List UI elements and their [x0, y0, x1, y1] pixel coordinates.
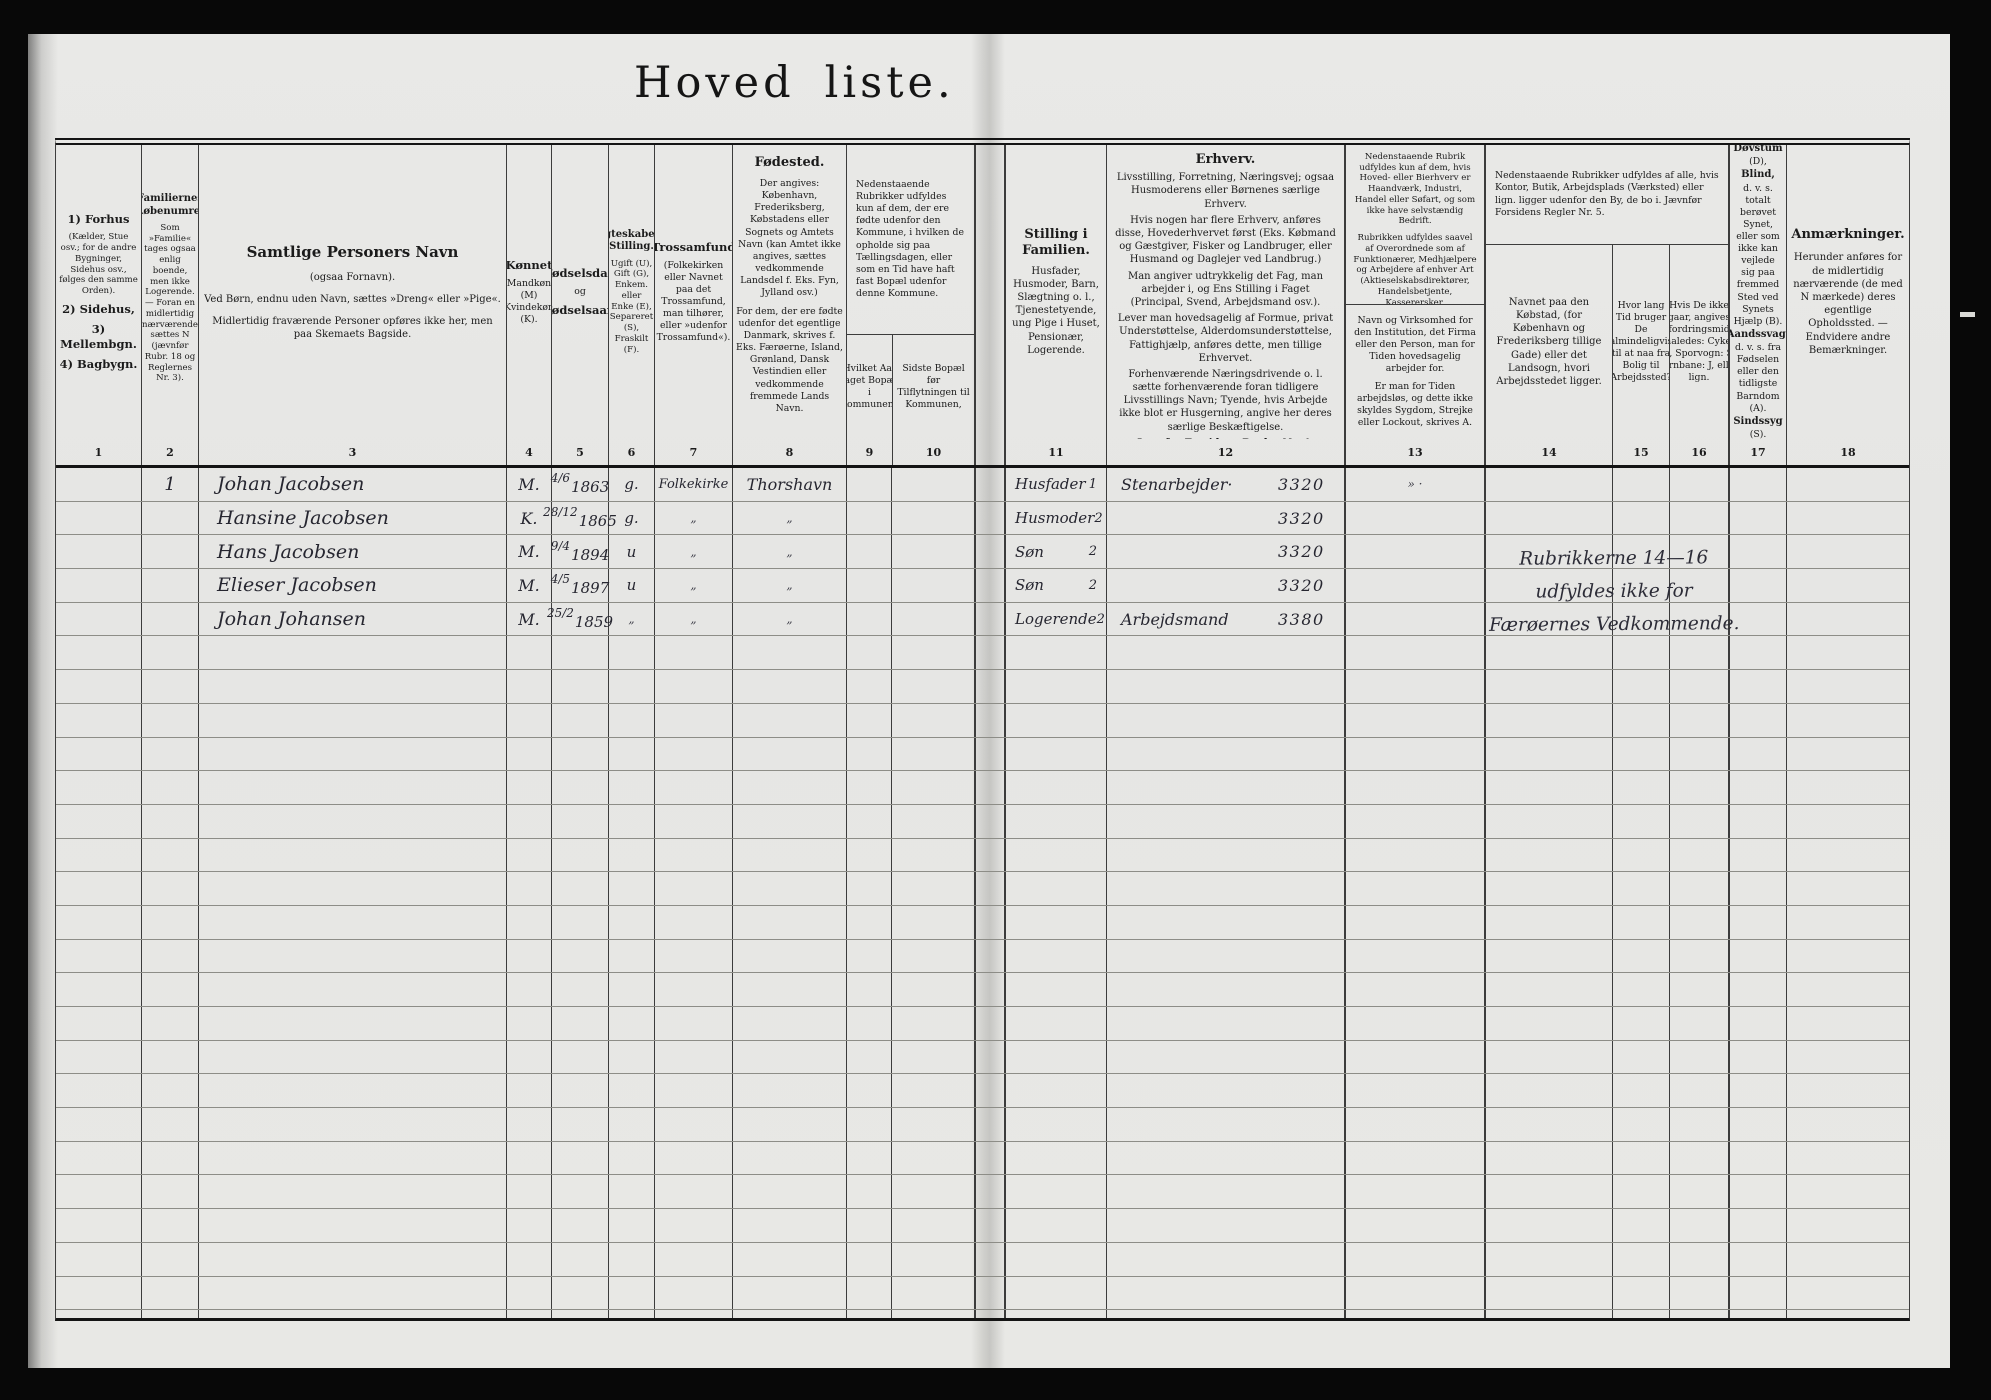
empty-row	[56, 737, 1909, 772]
empty-row	[56, 1040, 1909, 1075]
occupation-value: Stenarbejder· 3320	[1106, 468, 1344, 501]
note-line-3: Færøernes Vedkommende.	[1488, 613, 1740, 636]
empty-row	[56, 1310, 1909, 1318]
page-left-edge-shadow	[28, 34, 58, 1368]
person-name: Elieser Jacobsen	[198, 569, 506, 602]
ditto-mark: „	[732, 602, 846, 636]
column-header-arbejdssted: Navnet paa den Købstad, (for København o…	[1496, 296, 1602, 459]
column-header-aar-bopael: Hvilket Aar taget Bopæl i Kommunen? 9	[847, 362, 892, 459]
empty-row	[56, 838, 1909, 873]
page: Hoved liste. 1) Forhus (Kælder, Stue osv…	[28, 34, 1950, 1368]
empty-row	[56, 1074, 1909, 1109]
group-14-16-heading: Nedenstaaende Rubrikker udfyldes af alle…	[1486, 145, 1728, 245]
col1-number: 1	[94, 445, 103, 459]
table-row-3: Hans Jacobsen M. 9/4 1894 u „ „ Søn 2 3320	[56, 535, 1909, 570]
ditto-mark: „	[732, 569, 846, 602]
sex-value: M.	[506, 468, 551, 501]
note-line-2: udfyldes ikke for	[1535, 580, 1693, 603]
empty-row	[56, 670, 1909, 704]
page-title: Hoved liste.	[634, 58, 955, 108]
empty-row	[56, 703, 1909, 738]
table-body: 1 Johan Jacobsen M. 4/6 1863 g. Folkekirk…	[56, 468, 1909, 1318]
gutter-column	[974, 145, 1004, 465]
column-header-foedselsdag: Fødselsdag og Fødselsaar. 5	[551, 145, 608, 465]
film-edge-mark	[1960, 312, 1975, 317]
group-9-10-heading: Nedenstaaende Rubrikker udfyldes kun af …	[847, 145, 974, 335]
ditto-mark: „	[732, 535, 846, 569]
handwritten-note: Rubrikkerne 14—16 udfyldes ikke for Færø…	[1444, 541, 1785, 642]
column-header-sidste-bopael: Sidste Bopæl før Tilflytningen til Kommu…	[892, 335, 974, 465]
empty-row	[56, 804, 1909, 839]
ditto-mark: „	[654, 569, 732, 602]
table-row-2: Hansine Jacobsen K. 28/12 1865 g. „ „ Hus…	[56, 501, 1909, 536]
person-name: Johan Johansen	[198, 602, 506, 636]
empty-row	[56, 1007, 1909, 1041]
column-header-anmaerkninger: Anmærkninger. Herunder anføres for de mi…	[1786, 145, 1909, 465]
marital-value: g.	[608, 468, 654, 501]
empty-row	[56, 973, 1909, 1007]
empty-row	[56, 1175, 1909, 1210]
census-table: 1) Forhus (Kælder, Stue osv.; for de and…	[55, 138, 1910, 1321]
person-name: Johan Jacobsen	[198, 468, 506, 501]
birthplace-value: Thorshavn	[732, 468, 846, 501]
note-line-1: Rubrikkerne 14—16	[1519, 547, 1709, 570]
column-header-koennet: Kønnet Mandkøn (M) Kvindekøn (K). 4	[506, 145, 551, 465]
col1-title: 1) Forhus	[67, 212, 130, 227]
empty-row	[56, 636, 1909, 671]
column-group-14-16: Nedenstaaende Rubrikker udfyldes af alle…	[1484, 145, 1728, 465]
table-row-4: Elieser Jacobsen M. 4/5 1897 u „ „ Søn 2 3…	[56, 569, 1909, 603]
person-name: Hans Jacobsen	[198, 535, 506, 569]
column-group-9-10: Nedenstaaende Rubrikker udfyldes kun af …	[846, 145, 974, 465]
column-header-trossamfund: Trossamfund (Folkekirken eller Navnet pa…	[654, 145, 732, 465]
column-header-arbejdsgiver: Nedenstaaende Rubrik udfyldes kun af dem…	[1344, 145, 1484, 465]
column-header-aegteskabelig: Ægteskabelig Stilling. Ugift (U), Gift (…	[608, 145, 654, 465]
empty-row	[56, 1209, 1909, 1243]
faith-value: Folkekirke	[654, 468, 732, 501]
empty-row	[56, 1108, 1909, 1142]
birthdate-value: 4/6 1863	[551, 468, 609, 501]
employer-value: » ·	[1344, 468, 1484, 501]
table-header: 1) Forhus (Kælder, Stue osv.; for de and…	[56, 145, 1909, 468]
empty-row	[56, 1141, 1909, 1176]
col1-sub: (Kælder, Stue osv.; for de andre Bygning…	[59, 232, 138, 297]
column-header-erhverv: Erhverv. Livsstilling, Forretning, Nærin…	[1106, 145, 1344, 465]
column-header-befordring: Hvis De ikke gaar, angives Befordringsmi…	[1669, 245, 1728, 465]
empty-row	[56, 905, 1909, 940]
book-fold-shadow	[971, 34, 1005, 1368]
empty-row	[56, 1242, 1909, 1277]
column-header-navn: Samtlige Personers Navn (ogsaa Fornavn).…	[198, 145, 506, 465]
ditto-mark: „	[654, 501, 732, 535]
ditto-mark: „	[654, 535, 732, 569]
column-header-tid: Hvor lang Tid bruger De almindeligvis ti…	[1612, 245, 1669, 465]
empty-row	[56, 872, 1909, 906]
column-header-loebenumre: Familiernes Løbenumre. Som »Familie« tag…	[141, 145, 198, 465]
family-number: 1	[141, 468, 198, 501]
column-header-foedested: Fødested. Der angives: København, Freder…	[732, 145, 846, 465]
page-title-word1: Hoved	[634, 58, 795, 108]
empty-row	[56, 771, 1909, 805]
position-value: Husfader 1	[1004, 468, 1106, 501]
empty-row	[56, 939, 1909, 974]
page-title-word2: liste.	[824, 58, 955, 108]
ditto-mark: „	[608, 602, 654, 636]
empty-row	[56, 1276, 1909, 1311]
ditto-mark: „	[654, 602, 732, 636]
column-header-handicap: Døvstum (D), Blind, d. v. s. totalt berø…	[1728, 145, 1786, 465]
table-row-1: 1 Johan Jacobsen M. 4/6 1863 g. Folkekirk…	[56, 468, 1909, 502]
person-name: Hansine Jacobsen	[198, 501, 506, 535]
table-row-5: Johan Johansen M. 25/2 1859 „ „ „ Logeren…	[56, 602, 1909, 637]
column-header-stilling: Stilling i Familien. Husfader, Husmoder,…	[1004, 145, 1106, 465]
column-header-forhus: 1) Forhus (Kælder, Stue osv.; for de and…	[56, 145, 141, 465]
ditto-mark: „	[732, 501, 846, 535]
